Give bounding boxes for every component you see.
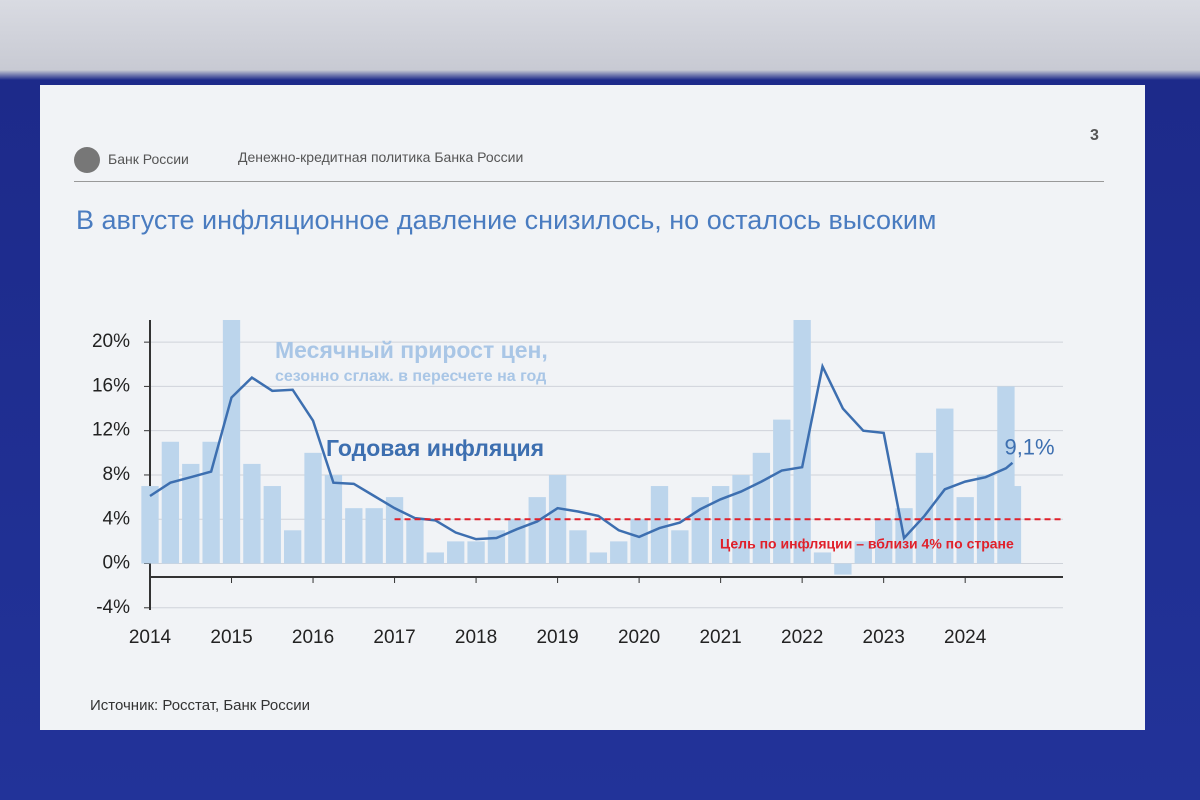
divider — [74, 181, 1104, 182]
bar — [915, 452, 934, 564]
bar — [854, 541, 872, 564]
target-label: Цель по инфляции – вблизи 4% по стране — [720, 536, 1014, 552]
logo — [74, 147, 100, 173]
bar — [202, 441, 220, 564]
series-label: Годовая инфляция — [326, 435, 544, 461]
bar — [569, 530, 587, 564]
series-note: сезонно сглаж. в пересчете на год — [275, 368, 546, 385]
y-tick-label: 8% — [103, 464, 131, 485]
bar — [691, 497, 709, 564]
bar — [610, 541, 628, 564]
bar — [385, 497, 404, 564]
bar — [345, 508, 363, 564]
y-tick-label: 16% — [92, 375, 130, 396]
bar — [874, 519, 893, 564]
x-tick-label: 2015 — [210, 627, 252, 648]
y-tick-label: -4% — [96, 597, 130, 618]
x-tick-label: 2017 — [373, 627, 415, 648]
line — [149, 362, 1014, 541]
x-tick-label: 2018 — [455, 627, 497, 648]
bar — [467, 541, 485, 564]
bar — [813, 552, 832, 564]
slide-title: В августе инфляционное давление снизилос… — [76, 205, 937, 235]
bar — [141, 486, 159, 564]
x-tick-label: 2020 — [618, 627, 660, 648]
x-tick-label: 2022 — [781, 627, 823, 648]
page-number: 3 — [1090, 127, 1099, 144]
value-label: 9,1% — [1004, 435, 1054, 460]
x-tick-label: 2021 — [699, 627, 741, 648]
bar — [956, 497, 974, 564]
bar — [426, 552, 444, 564]
bar — [834, 563, 852, 575]
source: Источник: Росстат, Банк России — [90, 697, 310, 714]
bar — [650, 486, 669, 564]
bar — [773, 419, 791, 564]
y-tick-label: 20% — [92, 331, 130, 352]
section: Денежно-кредитная политика Банка России — [238, 149, 524, 165]
bar — [161, 441, 180, 564]
bar — [324, 474, 343, 564]
bar — [671, 530, 689, 564]
bar — [589, 552, 608, 564]
x-tick-label: 2014 — [129, 627, 172, 648]
y-tick-label: 0% — [103, 553, 131, 574]
bar — [365, 508, 383, 564]
series-label: Месячный прирост цен, — [275, 337, 548, 363]
bar — [528, 497, 546, 564]
bar — [732, 474, 750, 564]
bar — [711, 486, 730, 564]
bar — [182, 463, 200, 564]
bar — [793, 320, 811, 564]
y-tick-label: 4% — [103, 508, 131, 529]
bar — [447, 541, 465, 564]
bar — [630, 519, 648, 564]
bar — [283, 530, 302, 564]
x-tick-label: 2024 — [944, 627, 987, 648]
x-tick-label: 2019 — [536, 627, 578, 648]
y-tick-label: 12% — [92, 420, 130, 441]
bar — [406, 519, 424, 564]
x-tick-label: 2016 — [292, 627, 334, 648]
bar — [1003, 486, 1022, 564]
bar — [222, 320, 241, 564]
brand: Банк России — [108, 151, 189, 167]
bar — [936, 408, 954, 564]
x-tick-label: 2023 — [863, 627, 905, 648]
bar — [243, 463, 261, 564]
bar — [304, 452, 322, 564]
bar — [263, 486, 281, 564]
